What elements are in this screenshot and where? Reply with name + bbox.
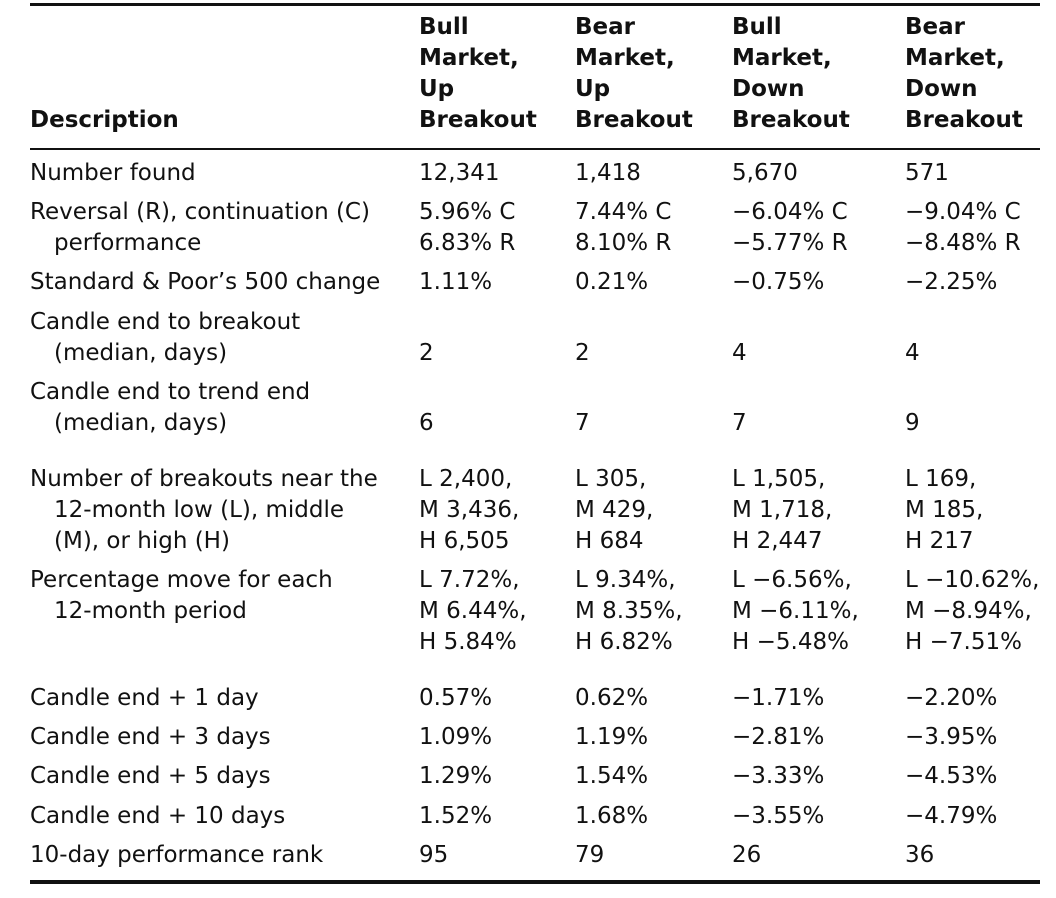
table-cell: 0.62% [575, 685, 649, 711]
table-cell: 79 [575, 842, 605, 868]
table-cell: 1.19% [575, 724, 649, 750]
table-cell: 1.29% [419, 763, 493, 789]
table-cell: 36 [905, 842, 935, 868]
row-label: Candle end + 10 days [30, 803, 286, 829]
table-cell: L 7.72%, M 6.44%, H 5.84% [419, 567, 527, 655]
table-cell: L 2,400, M 3,436, H 6,505 [419, 466, 520, 554]
table-cell: 5,670 [732, 160, 798, 186]
header-rule [30, 148, 1040, 150]
table-cell: 1.09% [419, 724, 493, 750]
header-bull-up: Bull Market, Up Breakout [419, 14, 537, 133]
row-label: Candle end + 5 days [30, 763, 271, 789]
table-cell: −3.55% [732, 803, 825, 829]
table-cell: 5.96% C 6.83% R [419, 199, 516, 256]
row-label: Number found [30, 160, 196, 186]
table-cell: −9.04% C −8.48% R [905, 199, 1021, 256]
row-label: Standard & Poor’s 500 change [30, 269, 381, 295]
table-cell: L 169, M 185, H 217 [905, 466, 984, 554]
table-cell: L 305, M 429, H 684 [575, 466, 654, 554]
table-cell: 0.57% [419, 685, 493, 711]
table-cell: 2 [419, 340, 434, 366]
table-cell: −4.79% [905, 803, 998, 829]
row-label: 10-day performance rank [30, 842, 324, 868]
table-cell: 1.68% [575, 803, 649, 829]
table-cell: L −6.56%, M −6.11%, H −5.48% [732, 567, 859, 655]
table-cell: 7.44% C 8.10% R [575, 199, 672, 256]
table-cell: −4.53% [905, 763, 998, 789]
table-cell: 4 [905, 340, 920, 366]
table-cell: 7 [732, 410, 747, 436]
table-cell: −3.33% [732, 763, 825, 789]
row-label: Number of breakouts near the 12-month lo… [30, 466, 378, 554]
bottom-rule [30, 880, 1040, 884]
table-cell: 9 [905, 410, 920, 436]
table-cell: 95 [419, 842, 449, 868]
row-label: Candle end to breakout (median, days) [30, 309, 301, 366]
table-cell: −6.04% C −5.77% R [732, 199, 848, 256]
row-label: Candle end + 3 days [30, 724, 271, 750]
header-bull-down: Bull Market, Down Breakout [732, 14, 850, 133]
table-cell: −0.75% [732, 269, 825, 295]
top-rule [30, 3, 1040, 6]
row-label: Candle end to trend end (median, days) [30, 379, 311, 436]
table-cell: 4 [732, 340, 747, 366]
row-label: Percentage move for each 12-month period [30, 567, 333, 624]
table-cell: 6 [419, 410, 434, 436]
table-cell: 1.52% [419, 803, 493, 829]
table-cell: −2.20% [905, 685, 998, 711]
table-cell: 7 [575, 410, 590, 436]
table-cell: −2.81% [732, 724, 825, 750]
table-cell: 2 [575, 340, 590, 366]
row-label: Reversal (R), continuation (C) performan… [30, 199, 370, 256]
row-label: Candle end + 1 day [30, 685, 259, 711]
table-cell: 1.54% [575, 763, 649, 789]
table-cell: 12,341 [419, 160, 500, 186]
table-cell: −3.95% [905, 724, 998, 750]
table-cell: 571 [905, 160, 949, 186]
table-cell: −2.25% [905, 269, 998, 295]
header-bear-down: Bear Market, Down Breakout [905, 14, 1023, 133]
header-bear-up: Bear Market, Up Breakout [575, 14, 693, 133]
table-cell: −1.71% [732, 685, 825, 711]
table-cell: 26 [732, 842, 762, 868]
header-description: Description [30, 107, 179, 133]
table-cell: 1,418 [575, 160, 641, 186]
table-cell: L 9.34%, M 8.35%, H 6.82% [575, 567, 683, 655]
table-cell: L 1,505, M 1,718, H 2,447 [732, 466, 833, 554]
table-cell: 1.11% [419, 269, 493, 295]
table-cell: L −10.62%, M −8.94%, H −7.51% [905, 567, 1040, 655]
table-cell: 0.21% [575, 269, 649, 295]
